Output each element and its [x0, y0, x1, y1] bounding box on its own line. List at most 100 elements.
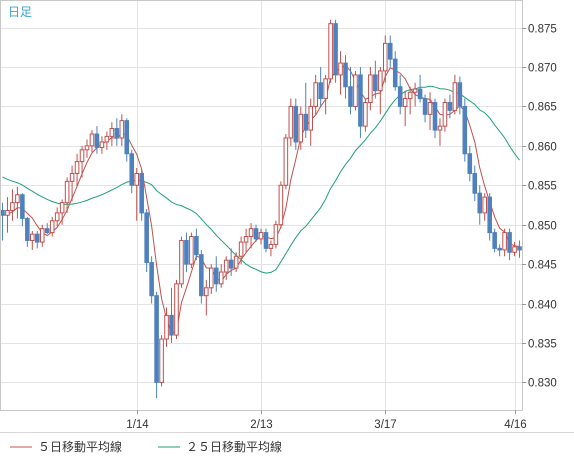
candle-body: [223, 259, 229, 273]
candle-up: [258, 228, 264, 245]
candle-up: [323, 74, 328, 115]
candle-down: [303, 82, 309, 138]
candle-body: [243, 236, 249, 243]
candle-body: [20, 194, 25, 219]
candle-body: [209, 267, 214, 289]
candle-body: [278, 184, 284, 226]
candle-body: [497, 247, 502, 251]
candle-up: [427, 92, 433, 131]
candle-down: [114, 118, 120, 146]
candle-body: [323, 78, 328, 100]
candle-down: [472, 165, 478, 202]
candle-body: [54, 212, 60, 222]
period-label: 日足: [8, 5, 32, 19]
candle-body: [154, 295, 159, 383]
candle-body: [64, 180, 70, 204]
candle-up: [99, 136, 105, 154]
candle-up: [5, 197, 10, 233]
candle-up: [54, 207, 60, 227]
x-tick-label: 2/13: [250, 419, 272, 431]
candle-body: [407, 91, 413, 100]
candle-body: [124, 120, 130, 155]
candle-body: [427, 102, 433, 115]
candle-body: [5, 210, 10, 216]
candle-up: [69, 165, 75, 202]
candle-body: [402, 98, 408, 107]
candle-down: [293, 98, 299, 150]
candle-down: [462, 98, 468, 162]
candle-body: [457, 82, 463, 107]
candle-up: [104, 131, 110, 150]
candle-down: [35, 231, 40, 249]
candles: [0, 19, 522, 399]
candle-body: [129, 153, 135, 186]
candle-down: [129, 149, 135, 194]
candle-body: [502, 232, 507, 251]
candle-up: [134, 167, 140, 221]
candle-body: [228, 259, 234, 269]
y-axis: 0.830 0.835 0.840 0.845 0.850 0.855 0.860 0.865…: [522, 24, 557, 390]
candle-up: [15, 186, 20, 219]
candle-down: [25, 216, 30, 247]
x-tick-label: 1/14: [126, 419, 149, 431]
candle-body: [373, 74, 378, 92]
candle-body: [313, 82, 318, 107]
candle-body: [432, 102, 438, 131]
candle-down: [492, 228, 497, 253]
candle-down: [194, 228, 199, 261]
candle-down: [417, 74, 423, 103]
candle-down: [169, 287, 174, 343]
candle-up: [268, 240, 274, 257]
candle-body: [69, 172, 75, 182]
y-tick-label: 0.875: [528, 24, 557, 36]
candle-body: [343, 62, 348, 88]
candle-body: [288, 105, 294, 139]
candle-up: [288, 98, 294, 146]
candle-down: [467, 145, 473, 182]
candle-down: [20, 193, 25, 227]
candle-body: [89, 133, 95, 147]
candle-down: [348, 67, 353, 115]
candle-body: [134, 172, 140, 186]
candle-body: [159, 338, 164, 383]
candle-up: [89, 130, 95, 153]
y-tick-label: 0.845: [528, 260, 557, 272]
candle-body: [268, 243, 274, 249]
candle-body: [0, 210, 5, 216]
candle-body: [363, 102, 368, 127]
candle-up: [189, 232, 194, 269]
candle-body: [49, 220, 55, 234]
ma25-line: [2, 85, 520, 274]
candle-up: [159, 335, 164, 387]
candle-body: [248, 228, 254, 238]
candle-up: [179, 236, 184, 288]
candle-down: [44, 223, 50, 235]
candle-up: [119, 114, 125, 146]
candle-up: [233, 252, 239, 273]
candle-up: [39, 224, 45, 247]
candle-body: [392, 58, 398, 88]
candle-down: [94, 126, 100, 154]
candle-down: [318, 67, 323, 107]
candle-up: [328, 19, 333, 83]
candle-body: [477, 192, 483, 214]
candle-body: [293, 105, 299, 143]
candle-up: [59, 199, 65, 225]
candle-up: [49, 216, 55, 237]
candle-down: [333, 19, 338, 83]
candle-up: [452, 74, 458, 115]
candle-body: [328, 23, 333, 80]
candle-up: [174, 279, 179, 340]
candle-body: [139, 172, 144, 214]
candle-down: [447, 94, 453, 119]
candle-body: [94, 133, 100, 148]
candle-body: [10, 202, 15, 212]
candle-up: [248, 223, 254, 249]
candle-up: [353, 70, 358, 111]
candle-body: [218, 271, 224, 285]
candle-up: [412, 82, 418, 107]
candle-body: [348, 86, 353, 107]
